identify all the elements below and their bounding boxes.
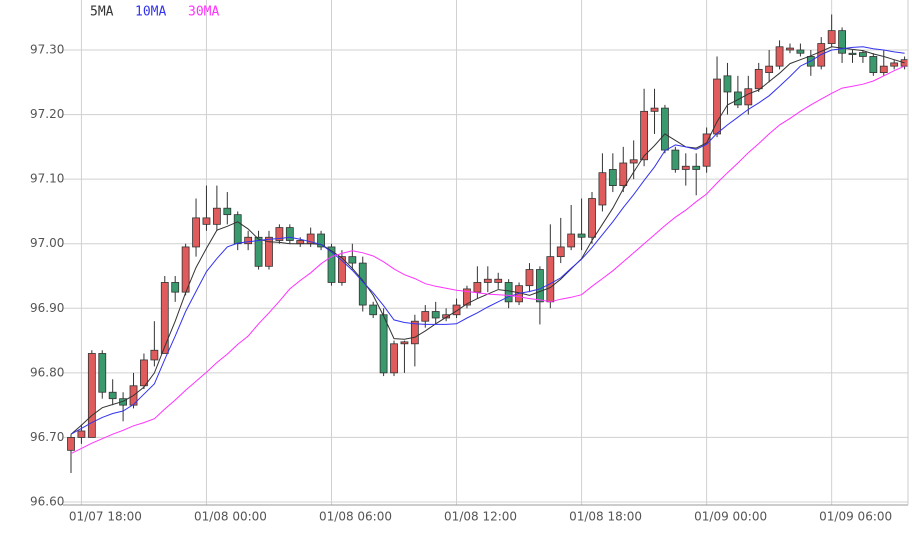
candle-body [671,149,680,170]
candle-body [786,47,794,51]
candle-body [859,52,867,57]
marks [67,14,909,473]
candle-body [900,59,909,67]
candle-body [619,162,628,187]
candle-body [483,278,492,283]
candle-body [358,262,367,306]
legend-entry: 5MA [90,5,114,20]
candle-body [108,391,117,400]
candle-body [212,207,221,225]
candle-body [442,314,451,319]
x-tick-label: 01/08 18:00 [569,510,642,524]
candle-body [567,233,576,248]
candle-body [410,320,419,345]
y-tick-label: 96.60 [30,495,64,509]
candle-body [702,133,711,167]
candle-body [796,49,805,54]
candle-body [202,217,211,225]
candle-body [525,269,534,287]
candle-body [327,246,336,283]
candle-body [77,430,86,438]
candle-body [733,91,742,106]
candle-body [536,269,544,303]
candle-body [223,207,232,216]
candle-body [348,256,357,264]
candle-body [421,311,430,322]
candle-body [160,282,169,354]
candle-body [890,62,899,67]
x-tick-label: 01/08 12:00 [444,510,517,524]
candle-body [692,165,701,170]
candle-body [390,343,398,374]
y-tick-label: 96.70 [30,430,64,444]
candle-body [681,165,690,170]
candle-body [265,236,273,267]
legend: 5MA 10MA 30MA [90,5,219,20]
candle-body [754,68,763,90]
candle-body [608,169,617,186]
candle-body [640,110,648,161]
candle-body [463,288,471,306]
candle-body [150,349,159,361]
candle-body [504,282,513,303]
candle-body [546,256,555,303]
y-tick-label: 97.20 [30,107,64,121]
candle-body [879,65,888,74]
x-tick-label: 01/09 06:00 [819,510,892,524]
y-tick-label: 97.30 [30,43,64,57]
candle-body [848,52,857,55]
candle-body [869,56,878,73]
candle-body [473,282,482,293]
candle-body [67,437,75,451]
ma-line [70,65,905,455]
candle-body [338,256,346,283]
x-tick-label: 01/09 00:00 [694,510,767,524]
candle-body [98,353,107,393]
candle-body [598,172,607,206]
candle-body [765,65,774,74]
y-tick-label: 97.00 [30,236,64,250]
legend-entry: 10MA [135,5,166,20]
x-tick-label: 01/07 18:00 [69,510,142,524]
candle-body [452,304,461,316]
x-tick-label: 01/08 06:00 [319,510,392,524]
candle-body [317,233,325,248]
candle-body [369,304,378,316]
candle-body [431,311,440,319]
candle-body [588,198,596,238]
candle-body [400,341,409,345]
candle-body [275,227,284,241]
candle-body [556,246,565,258]
candle-body [244,236,253,245]
candle-body [775,46,784,67]
candle-body [650,107,659,112]
grid [63,0,908,505]
candle-body [629,159,638,164]
candle-body [744,88,753,106]
candle-body [181,246,190,293]
candle-body [379,314,388,374]
candle-body [494,278,503,283]
candle-body [577,233,586,238]
candle-body [661,107,669,151]
y-tick-label: 96.80 [30,365,64,379]
candle-body [171,282,180,293]
candle-body [254,236,263,267]
candle-body [723,75,732,93]
candle-body [285,227,294,241]
candle-body [140,359,148,387]
legend-entry: 30MA [188,5,219,20]
candle-body [838,30,846,54]
ma-line [70,46,905,435]
candle-body [87,353,96,438]
y-tick-label: 97.10 [30,172,64,186]
plot-area [63,0,908,505]
candle-body [233,214,242,245]
candle-body [192,217,200,248]
x-tick-label: 01/08 00:00 [194,510,267,524]
y-tick-label: 96.90 [30,301,64,315]
candle-body [827,30,836,44]
